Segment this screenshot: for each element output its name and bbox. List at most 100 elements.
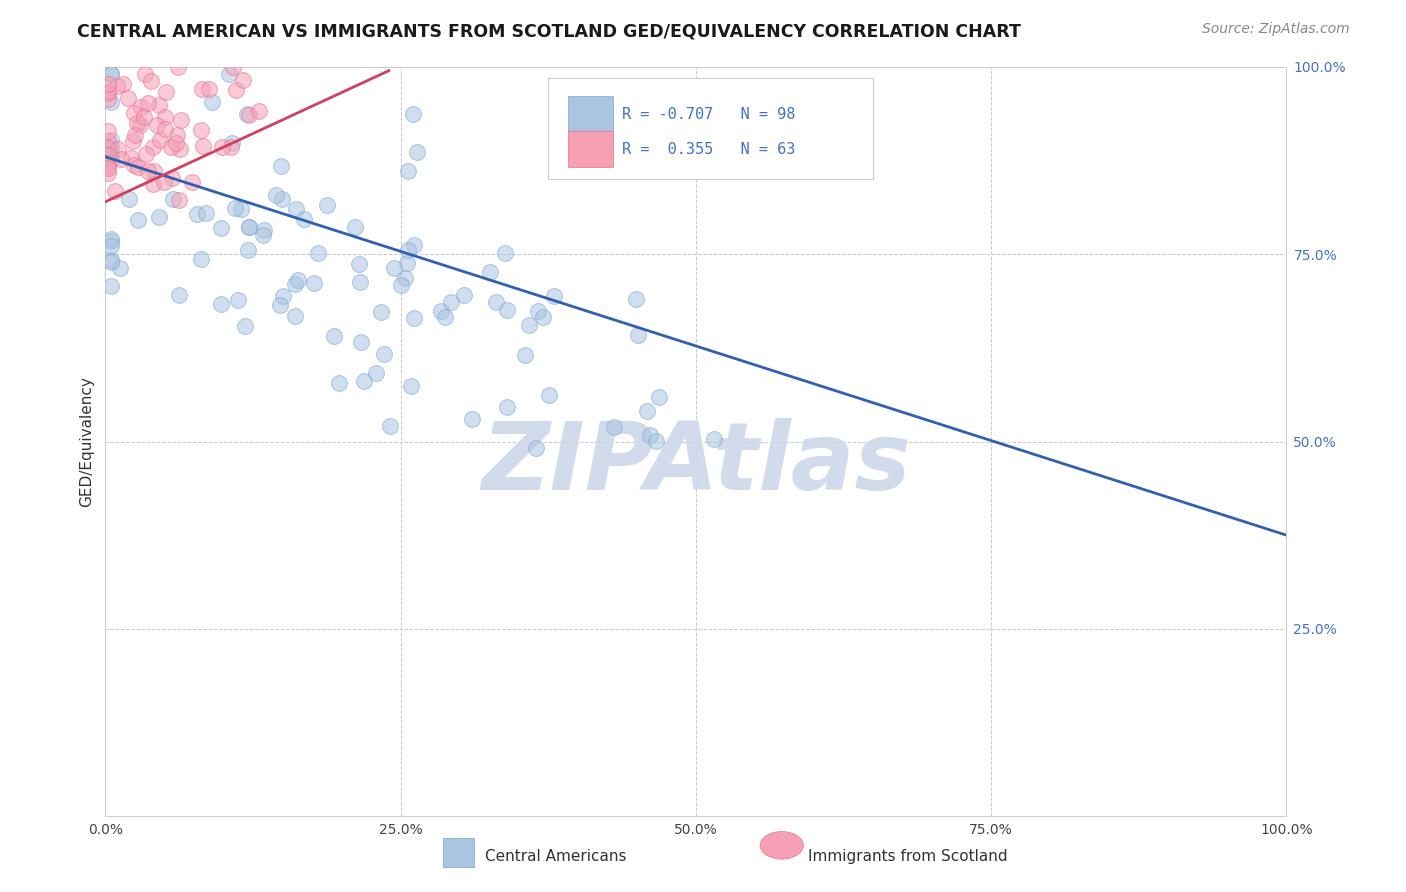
Point — [107, 142, 129, 156]
Point — [97, 134, 120, 148]
Point — [270, 192, 292, 206]
Point — [97, 156, 120, 170]
Point — [495, 302, 517, 317]
Point — [129, 118, 152, 132]
Point — [531, 310, 554, 325]
Point — [264, 188, 287, 202]
Point — [97, 166, 120, 180]
Point — [225, 83, 247, 97]
Point — [167, 60, 190, 74]
Point — [136, 96, 159, 111]
Point — [211, 140, 233, 154]
Point — [238, 220, 260, 235]
Point — [129, 100, 152, 114]
Point — [146, 118, 169, 132]
Point — [190, 252, 212, 266]
Point — [524, 441, 547, 455]
Point — [271, 288, 294, 302]
Point — [517, 318, 540, 332]
Point — [389, 278, 412, 293]
Point — [224, 201, 246, 215]
Text: R = -0.707   N = 98: R = -0.707 N = 98 — [621, 107, 794, 121]
Point — [269, 297, 291, 311]
Point — [404, 238, 426, 252]
Point — [120, 151, 142, 165]
Point — [603, 419, 626, 434]
Point — [155, 111, 177, 125]
Text: CENTRAL AMERICAN VS IMMIGRANTS FROM SCOTLAND GED/EQUIVALENCY CORRELATION CHART: CENTRAL AMERICAN VS IMMIGRANTS FROM SCOT… — [77, 22, 1021, 40]
Point — [433, 310, 456, 324]
Point — [100, 278, 122, 293]
Point — [406, 145, 429, 159]
Point — [323, 328, 346, 343]
Point — [543, 288, 565, 302]
Point — [494, 245, 516, 260]
Point — [624, 292, 647, 306]
Point — [110, 153, 132, 167]
Point — [495, 400, 517, 414]
Point — [124, 128, 146, 142]
Point — [353, 374, 375, 388]
FancyBboxPatch shape — [568, 96, 613, 132]
Y-axis label: GED/Equivalency: GED/Equivalency — [79, 376, 94, 507]
Point — [382, 261, 405, 276]
Point — [232, 73, 254, 87]
Point — [100, 133, 122, 147]
Point — [108, 260, 131, 275]
Point — [270, 159, 292, 173]
Point — [97, 124, 120, 138]
Point — [703, 432, 725, 446]
Point — [118, 192, 141, 206]
Point — [127, 160, 149, 174]
Point — [159, 140, 181, 154]
Point — [453, 288, 475, 302]
Point — [142, 177, 165, 191]
Text: Central Americans: Central Americans — [485, 849, 627, 863]
Point — [165, 136, 187, 150]
Point — [160, 171, 183, 186]
Point — [135, 147, 157, 161]
Point — [134, 67, 156, 81]
Point — [226, 293, 249, 307]
Point — [316, 198, 339, 212]
Point — [134, 110, 156, 124]
Point — [636, 403, 658, 417]
Point — [100, 150, 122, 164]
Point — [350, 334, 373, 349]
Point — [193, 138, 215, 153]
Point — [236, 107, 259, 121]
Point — [537, 387, 560, 401]
Point — [117, 91, 139, 105]
Point — [149, 133, 172, 147]
Point — [148, 98, 170, 112]
FancyBboxPatch shape — [568, 131, 613, 168]
Point — [229, 202, 252, 216]
Point — [404, 311, 426, 326]
Point — [235, 318, 257, 333]
Point — [349, 275, 371, 289]
Point — [644, 434, 666, 448]
Point — [122, 105, 145, 120]
Point — [100, 252, 122, 267]
Point — [191, 82, 214, 96]
Point — [100, 153, 122, 167]
Point — [127, 116, 149, 130]
Point — [253, 223, 276, 237]
Text: ZIPAtlas: ZIPAtlas — [481, 418, 911, 510]
Point — [142, 140, 165, 154]
Point — [153, 175, 176, 189]
Point — [97, 159, 120, 173]
Point — [127, 213, 149, 227]
Point — [640, 427, 662, 442]
Point — [153, 122, 176, 136]
Point — [430, 303, 453, 318]
Point — [402, 107, 425, 121]
Point — [364, 366, 387, 380]
Point — [136, 164, 159, 178]
Point — [194, 206, 217, 220]
Point — [380, 418, 402, 433]
Point — [399, 378, 422, 392]
Point — [198, 81, 221, 95]
Point — [347, 257, 370, 271]
Point — [143, 164, 166, 178]
